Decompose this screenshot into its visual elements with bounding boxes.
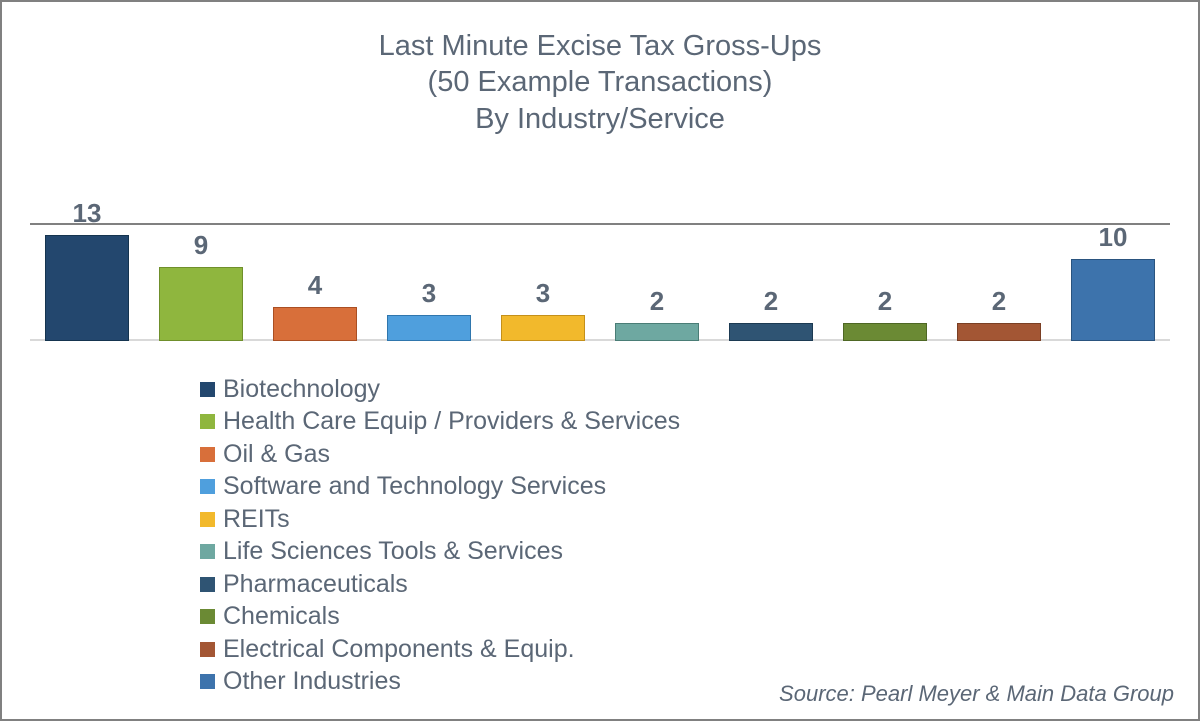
legend-swatch bbox=[200, 512, 215, 527]
bar-rect bbox=[957, 323, 1041, 341]
bar-4: 3 bbox=[493, 278, 593, 341]
bar-7: 2 bbox=[835, 286, 935, 341]
bar-8: 2 bbox=[949, 286, 1049, 341]
bar-rect bbox=[45, 235, 129, 341]
bar-rect bbox=[729, 323, 813, 341]
bar-value-label: 2 bbox=[650, 286, 664, 317]
bar-value-label: 4 bbox=[308, 270, 322, 301]
legend-swatch bbox=[200, 577, 215, 592]
legend-item-5: Life Sciences Tools & Services bbox=[200, 535, 1170, 568]
legend-item-1: Health Care Equip / Providers & Services bbox=[200, 405, 1170, 438]
legend-swatch bbox=[200, 609, 215, 624]
bar-value-label: 3 bbox=[536, 278, 550, 309]
chart-frame: Last Minute Excise Tax Gross-Ups (50 Exa… bbox=[0, 0, 1200, 721]
bar-value-label: 13 bbox=[73, 198, 102, 229]
legend-swatch bbox=[200, 479, 215, 494]
bar-rect bbox=[501, 315, 585, 341]
bar-1: 9 bbox=[151, 230, 251, 341]
source-attribution: Source: Pearl Meyer & Main Data Group bbox=[779, 681, 1174, 707]
bar-5: 2 bbox=[607, 286, 707, 341]
bar-value-label: 2 bbox=[764, 286, 778, 317]
legend-item-3: Software and Technology Services bbox=[200, 470, 1170, 503]
bar-value-label: 10 bbox=[1099, 222, 1128, 253]
legend-item-0: Biotechnology bbox=[200, 373, 1170, 406]
legend-swatch bbox=[200, 414, 215, 429]
bar-rect bbox=[273, 307, 357, 341]
legend-item-8: Electrical Components & Equip. bbox=[200, 633, 1170, 666]
legend-label: Oil & Gas bbox=[223, 438, 330, 471]
bar-value-label: 2 bbox=[992, 286, 1006, 317]
bar-3: 3 bbox=[379, 278, 479, 341]
bar-value-label: 9 bbox=[194, 230, 208, 261]
legend-swatch bbox=[200, 642, 215, 657]
legend-item-2: Oil & Gas bbox=[200, 438, 1170, 471]
legend-label: Health Care Equip / Providers & Services bbox=[223, 405, 680, 438]
bar-value-label: 3 bbox=[422, 278, 436, 309]
title-line-2: (50 Example Transactions) bbox=[30, 64, 1170, 100]
bar-rect bbox=[1071, 259, 1155, 341]
legend-label: Chemicals bbox=[223, 600, 340, 633]
bar-rect bbox=[387, 315, 471, 341]
bar-0: 13 bbox=[37, 198, 137, 341]
title-line-1: Last Minute Excise Tax Gross-Ups bbox=[30, 28, 1170, 64]
legend-label: Other Industries bbox=[223, 665, 401, 698]
legend-label: Electrical Components & Equip. bbox=[223, 633, 575, 666]
bar-rect bbox=[159, 267, 243, 341]
legend-label: Pharmaceuticals bbox=[223, 568, 408, 601]
bar-9: 10 bbox=[1063, 222, 1163, 341]
legend: BiotechnologyHealth Care Equip / Provide… bbox=[200, 373, 1170, 698]
bar-value-label: 2 bbox=[878, 286, 892, 317]
legend-swatch bbox=[200, 674, 215, 689]
bar-2: 4 bbox=[265, 270, 365, 341]
legend-label: Biotechnology bbox=[223, 373, 380, 406]
bar-rect bbox=[615, 323, 699, 341]
legend-item-7: Chemicals bbox=[200, 600, 1170, 633]
legend-swatch bbox=[200, 447, 215, 462]
bar-rect bbox=[843, 323, 927, 341]
title-line-3: By Industry/Service bbox=[30, 101, 1170, 137]
bar-row: 13 9 4 3 3 2 2 2 2 10 bbox=[30, 191, 1170, 341]
legend-swatch bbox=[200, 544, 215, 559]
legend-label: Software and Technology Services bbox=[223, 470, 606, 503]
legend-label: REITs bbox=[223, 503, 290, 536]
chart-title: Last Minute Excise Tax Gross-Ups (50 Exa… bbox=[30, 28, 1170, 137]
plot-area: 13 9 4 3 3 2 2 2 2 10 bbox=[30, 175, 1170, 355]
legend-label: Life Sciences Tools & Services bbox=[223, 535, 563, 568]
legend-swatch bbox=[200, 382, 215, 397]
legend-item-4: REITs bbox=[200, 503, 1170, 536]
bar-6: 2 bbox=[721, 286, 821, 341]
legend-item-6: Pharmaceuticals bbox=[200, 568, 1170, 601]
